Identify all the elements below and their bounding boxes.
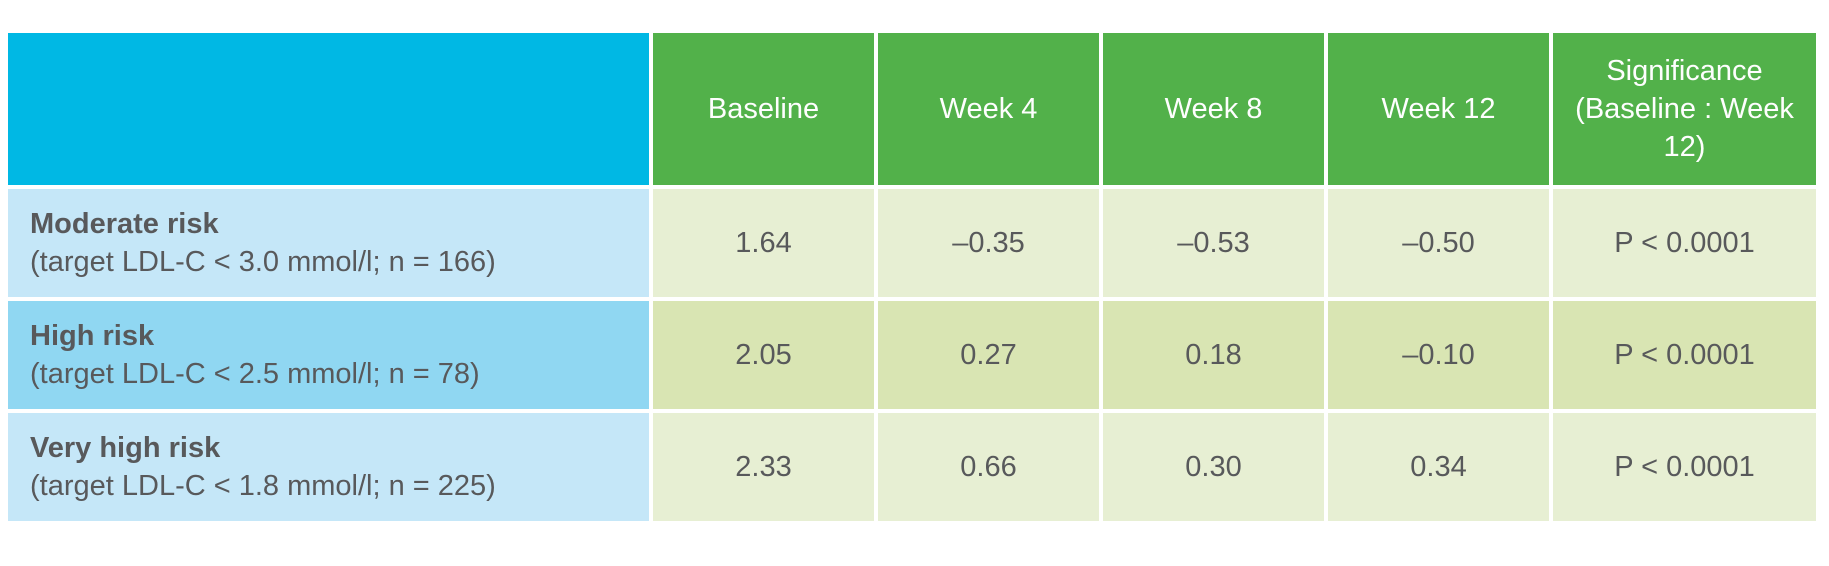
row-title: Moderate risk (30, 208, 219, 240)
column-header-week-8: Week 8 (1103, 33, 1324, 185)
column-header-significance: Significance (Baseline : Week 12) (1553, 33, 1816, 185)
cell-moderate-significance: P < 0.0001 (1553, 189, 1816, 297)
cell-moderate-week-12: –0.50 (1328, 189, 1549, 297)
cell-very-high-week-8: 0.30 (1103, 413, 1324, 521)
row-header-moderate-risk: Moderate risk (target LDL-C < 3.0 mmol/l… (8, 189, 649, 297)
cell-very-high-week-4: 0.66 (878, 413, 1099, 521)
cell-moderate-baseline: 1.64 (653, 189, 874, 297)
column-header-baseline: Baseline (653, 33, 874, 185)
row-subtitle: (target LDL-C < 1.8 mmol/l; n = 225) (30, 470, 496, 502)
ldl-change-table: Baseline Week 4 Week 8 Week 12 Significa… (8, 33, 1816, 521)
row-subtitle: (target LDL-C < 2.5 mmol/l; n = 78) (30, 358, 480, 390)
column-header-week-4: Week 4 (878, 33, 1099, 185)
cell-very-high-significance: P < 0.0001 (1553, 413, 1816, 521)
row-subtitle: (target LDL-C < 3.0 mmol/l; n = 166) (30, 246, 496, 278)
cell-high-week-8: 0.18 (1103, 301, 1324, 409)
row-header-very-high-risk: Very high risk (target LDL-C < 1.8 mmol/… (8, 413, 649, 521)
cell-moderate-week-8: –0.53 (1103, 189, 1324, 297)
cell-high-week-12: –0.10 (1328, 301, 1549, 409)
row-title: High risk (30, 320, 155, 352)
row-title: Very high risk (30, 432, 221, 464)
cell-high-week-4: 0.27 (878, 301, 1099, 409)
row-header-high-risk: High risk (target LDL-C < 2.5 mmol/l; n … (8, 301, 649, 409)
column-header-week-12: Week 12 (1328, 33, 1549, 185)
cell-moderate-week-4: –0.35 (878, 189, 1099, 297)
cell-high-baseline: 2.05 (653, 301, 874, 409)
corner-cell (8, 33, 649, 185)
cell-very-high-week-12: 0.34 (1328, 413, 1549, 521)
cell-high-significance: P < 0.0001 (1553, 301, 1816, 409)
cell-very-high-baseline: 2.33 (653, 413, 874, 521)
